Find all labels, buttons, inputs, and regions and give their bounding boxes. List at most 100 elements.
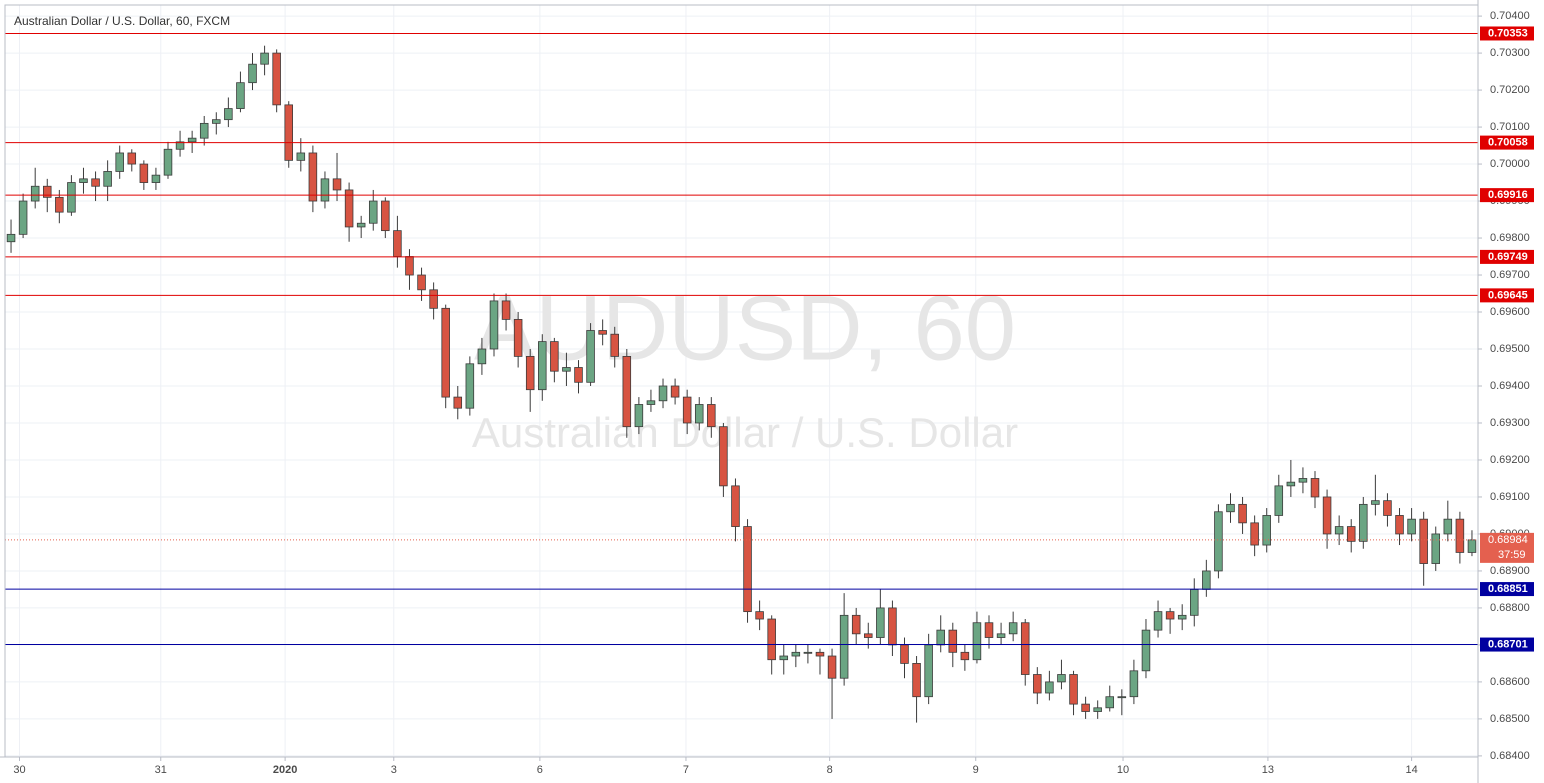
candle-body xyxy=(224,108,233,121)
candle-body xyxy=(1141,629,1151,672)
candle-body xyxy=(743,526,752,613)
candle-body xyxy=(864,633,873,638)
x-tick-label: 7 xyxy=(683,764,689,776)
candle-body xyxy=(393,230,402,257)
y-tick-label: 0.68600 xyxy=(1490,676,1530,688)
candle-body xyxy=(1033,674,1042,694)
candle-body xyxy=(791,651,801,657)
candle-body xyxy=(948,629,958,653)
x-tick-label: 10 xyxy=(1117,764,1129,776)
candle-body xyxy=(103,171,112,187)
candle-body xyxy=(42,185,52,198)
candle-body xyxy=(562,367,571,372)
candle-body xyxy=(1455,518,1465,553)
candle-body xyxy=(477,348,487,365)
level-label: 0.70353 xyxy=(1488,27,1528,39)
candle-body xyxy=(658,385,668,402)
x-tick-label: 13 xyxy=(1262,764,1274,776)
candle-body xyxy=(707,404,716,428)
x-tick-label: 8 xyxy=(827,764,833,776)
level-label-box xyxy=(1480,135,1534,150)
candle-body xyxy=(888,607,897,646)
watermark-symbol: AUDUSD, 60 xyxy=(474,277,1016,379)
candle-body xyxy=(465,363,475,409)
candle-body xyxy=(67,182,76,213)
level-label-box xyxy=(1480,582,1534,597)
x-tick-label: 3 xyxy=(391,764,397,776)
x-tick-label: 2020 xyxy=(273,764,297,776)
candle-body xyxy=(634,404,644,428)
candle-body xyxy=(694,404,704,424)
candle-body xyxy=(429,289,438,309)
candle-body xyxy=(876,607,885,638)
candle-body xyxy=(115,152,124,172)
level-label: 0.69645 xyxy=(1488,289,1528,301)
level-label-box xyxy=(1480,288,1534,303)
candle-body xyxy=(912,663,921,698)
price-labels: 0.70353 0.70058 0.69916 0.69749 0.69645 0.688… xyxy=(1480,26,1534,652)
candle-body xyxy=(1226,503,1235,513)
level-label: 0.70058 xyxy=(1488,137,1528,149)
candle-body xyxy=(248,63,257,84)
y-tick-label: 0.68900 xyxy=(1490,565,1530,577)
candle-body xyxy=(815,651,825,657)
candle-body xyxy=(851,614,861,635)
candle-body xyxy=(1395,515,1404,535)
candle-body xyxy=(236,82,245,109)
candle-body xyxy=(272,52,281,106)
candle-body xyxy=(1020,622,1030,675)
candles xyxy=(6,45,1477,723)
candle-body xyxy=(453,396,463,409)
level-label: 0.68701 xyxy=(1488,638,1528,650)
candle-body xyxy=(501,300,511,320)
candle-body xyxy=(682,396,692,424)
y-tick-label: 0.69100 xyxy=(1490,491,1530,503)
candle-body xyxy=(212,119,221,124)
y-tick-label: 0.69200 xyxy=(1490,454,1530,466)
candle-body xyxy=(984,622,994,638)
candle-body xyxy=(1081,703,1090,712)
chart-title: Australian Dollar / U.S. Dollar, 60, FXC… xyxy=(14,14,230,28)
y-tick-label: 0.69700 xyxy=(1490,269,1530,281)
x-tick-label: 14 xyxy=(1405,764,1417,776)
level-label-box xyxy=(1480,637,1534,652)
candle-body xyxy=(1443,518,1453,535)
candle-body xyxy=(1274,485,1284,516)
candle-body xyxy=(550,341,559,372)
candle-body xyxy=(670,385,680,398)
x-tick-label: 31 xyxy=(155,764,167,776)
candle-body xyxy=(538,341,547,391)
candle-body xyxy=(1165,611,1175,620)
candle-body xyxy=(1190,589,1199,616)
y-tick-label: 0.68500 xyxy=(1490,713,1530,725)
candle-body xyxy=(1359,503,1368,542)
candle-body xyxy=(996,633,1006,638)
candle-body xyxy=(622,356,632,428)
candle-body xyxy=(1334,526,1344,535)
x-tick-label: 6 xyxy=(537,764,543,776)
candle-body xyxy=(610,333,619,357)
candle-body xyxy=(1262,515,1271,546)
candle-body xyxy=(30,185,40,202)
candle-body xyxy=(1407,518,1416,535)
candle-body xyxy=(1431,533,1441,564)
candle-body xyxy=(972,622,982,661)
candle-body xyxy=(368,200,378,224)
candle-body xyxy=(441,307,450,398)
candle-body xyxy=(960,651,970,661)
candle-body xyxy=(513,319,523,357)
candle-body xyxy=(719,426,728,487)
candle-body xyxy=(755,611,764,620)
candle-body xyxy=(163,148,173,176)
candle-body xyxy=(598,330,607,335)
candle-body xyxy=(779,655,789,661)
candle-body xyxy=(1129,670,1139,698)
candle-body xyxy=(1045,681,1054,694)
watermark-name: Australian Dollar / U.S. Dollar xyxy=(472,409,1018,456)
candle-body xyxy=(344,189,354,228)
level-label-box xyxy=(1480,188,1534,203)
candle-body xyxy=(260,52,269,65)
y-tick-label: 0.69600 xyxy=(1490,306,1530,318)
